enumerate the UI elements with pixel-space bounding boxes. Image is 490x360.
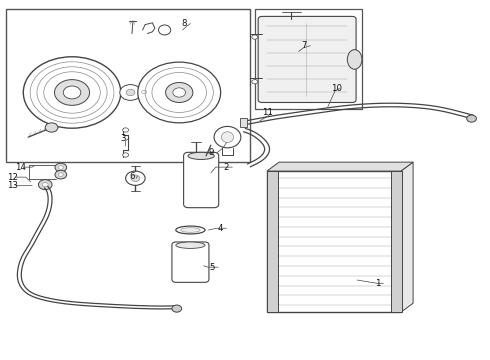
Bar bbox=[267, 171, 278, 312]
Circle shape bbox=[38, 180, 52, 190]
Text: 13: 13 bbox=[7, 181, 18, 190]
Text: 10: 10 bbox=[331, 84, 342, 93]
Circle shape bbox=[172, 305, 182, 312]
FancyBboxPatch shape bbox=[172, 242, 209, 282]
Bar bbox=[255, 9, 362, 109]
Ellipse shape bbox=[221, 132, 234, 143]
Text: 12: 12 bbox=[7, 173, 18, 182]
Bar bbox=[240, 118, 247, 127]
Circle shape bbox=[63, 86, 81, 99]
Circle shape bbox=[45, 123, 58, 132]
Circle shape bbox=[131, 175, 140, 181]
Circle shape bbox=[125, 171, 145, 185]
Ellipse shape bbox=[176, 226, 205, 234]
Text: 2: 2 bbox=[223, 163, 229, 172]
Text: 4: 4 bbox=[218, 224, 223, 233]
Circle shape bbox=[58, 173, 63, 176]
Bar bbox=[140, 89, 148, 95]
Circle shape bbox=[252, 80, 258, 84]
Bar bbox=[391, 171, 402, 312]
Ellipse shape bbox=[188, 152, 214, 159]
Circle shape bbox=[166, 82, 193, 103]
Circle shape bbox=[122, 128, 128, 132]
Circle shape bbox=[252, 35, 258, 39]
Text: 14: 14 bbox=[15, 163, 25, 172]
Ellipse shape bbox=[214, 126, 241, 148]
Circle shape bbox=[122, 153, 128, 157]
Circle shape bbox=[120, 85, 141, 100]
Text: 8: 8 bbox=[182, 19, 187, 28]
Text: 7: 7 bbox=[301, 41, 307, 50]
Circle shape bbox=[142, 90, 147, 94]
Circle shape bbox=[173, 88, 186, 97]
Ellipse shape bbox=[181, 228, 200, 232]
Circle shape bbox=[58, 166, 63, 169]
Bar bbox=[6, 9, 250, 162]
Ellipse shape bbox=[176, 242, 205, 248]
Text: 3: 3 bbox=[120, 134, 126, 143]
Circle shape bbox=[138, 62, 220, 123]
Circle shape bbox=[126, 89, 135, 96]
Polygon shape bbox=[401, 162, 413, 312]
Circle shape bbox=[24, 57, 121, 128]
Text: 6: 6 bbox=[129, 172, 135, 181]
Text: 5: 5 bbox=[209, 263, 215, 272]
Ellipse shape bbox=[347, 50, 362, 69]
FancyBboxPatch shape bbox=[258, 17, 356, 103]
Text: 9: 9 bbox=[208, 148, 214, 157]
Bar bbox=[267, 171, 401, 312]
Text: 1: 1 bbox=[374, 279, 380, 288]
Circle shape bbox=[55, 170, 67, 179]
Circle shape bbox=[54, 80, 90, 105]
FancyBboxPatch shape bbox=[184, 152, 219, 208]
Text: 11: 11 bbox=[262, 108, 273, 117]
Polygon shape bbox=[267, 162, 413, 171]
Circle shape bbox=[466, 115, 476, 122]
Circle shape bbox=[55, 163, 67, 172]
Circle shape bbox=[42, 183, 48, 187]
